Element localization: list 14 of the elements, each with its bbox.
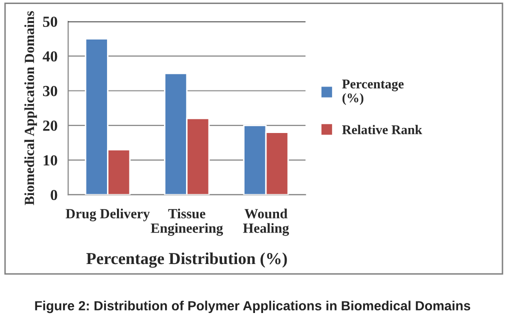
y-tick-label: 40 <box>42 51 58 62</box>
x-tick-label: Tissue Engineering <box>150 208 223 236</box>
legend-label: Percentage (%) <box>342 80 404 106</box>
legend-label: Relative Rank <box>342 124 422 134</box>
y-tick-label: 30 <box>43 86 58 96</box>
x-tick-label: Wound Healing <box>243 208 289 236</box>
y-tick-label: 50 <box>43 16 58 27</box>
y-axis-title: Biomedical Application Domains <box>24 11 37 206</box>
caption: Figure 2: Distribution of Polymer Applications in Biomedical Domains <box>35 300 470 314</box>
x-axis-title: Percentage Distribution (%) <box>86 252 287 268</box>
y-tick-label: 20 <box>43 120 58 131</box>
x-tick-label: Drug Delivery <box>66 208 150 222</box>
y-tick-label: 10 <box>44 155 58 166</box>
y-tick-label: 0 <box>50 190 58 200</box>
